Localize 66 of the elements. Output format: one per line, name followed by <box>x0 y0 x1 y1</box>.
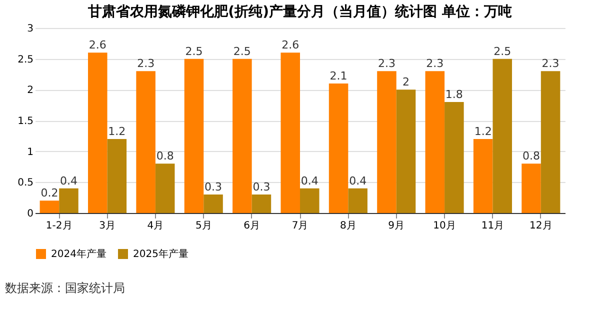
data-label: 0.8 <box>156 150 174 163</box>
data-label: 2.3 <box>137 57 155 70</box>
data-label: 2.3 <box>542 57 560 70</box>
bar <box>348 188 368 213</box>
bar <box>136 71 156 213</box>
data-label: 2.5 <box>233 44 251 58</box>
data-label: 2.5 <box>494 44 512 58</box>
x-tick-label: 1-2月 <box>46 220 72 232</box>
data-label: 2.6 <box>282 38 300 52</box>
data-label: 2.3 <box>378 57 396 70</box>
bar <box>377 71 396 213</box>
x-tick-label: 6月 <box>244 220 260 232</box>
bar <box>522 164 541 213</box>
x-tick-label: 3月 <box>99 220 116 232</box>
x-tick-label: 4月 <box>147 220 164 232</box>
bar <box>300 188 320 213</box>
bar <box>444 102 464 213</box>
y-tick-label: 3 <box>27 24 34 34</box>
x-tick-label: 5月 <box>195 220 212 232</box>
y-tick-label: 2.5 <box>18 54 34 66</box>
y-tick-label: 0 <box>27 208 34 220</box>
data-label: 1.2 <box>108 125 126 138</box>
bar <box>184 58 204 213</box>
x-tick-label: 10月 <box>433 220 456 232</box>
data-label: 0.8 <box>522 150 540 163</box>
bar <box>204 194 223 213</box>
bar <box>155 164 175 213</box>
bar <box>396 90 416 213</box>
data-label: 0.4 <box>300 174 318 188</box>
x-tick-label: 7月 <box>292 220 308 232</box>
bar <box>540 71 560 213</box>
bar <box>280 52 300 213</box>
bar <box>328 84 348 213</box>
x-tick-label: 12月 <box>530 220 552 232</box>
bar <box>425 71 445 213</box>
bar <box>252 194 272 213</box>
data-label: 1.2 <box>474 125 492 138</box>
y-tick-label: 2 <box>27 85 34 96</box>
y-tick-label: 1.5 <box>18 116 34 127</box>
data-label: 0.3 <box>252 180 270 194</box>
bar <box>473 139 493 213</box>
y-tick-label: 0.5 <box>18 178 34 189</box>
chart-title: 甘肃省农用氮磷钾化肥(折纯)产量分月（当月值）统计图 单位：万吨 <box>87 3 512 20</box>
source-note: 数据来源：国家统计局 <box>5 281 125 295</box>
data-label: 2.3 <box>426 57 444 70</box>
x-tick-label: 11月 <box>481 220 504 232</box>
data-label: 2.6 <box>88 38 106 52</box>
data-label: 0.4 <box>60 174 78 188</box>
x-tick-label: 8月 <box>340 220 356 232</box>
data-label: 0.2 <box>40 186 58 200</box>
data-label: 2 <box>402 76 410 89</box>
data-label: 0.4 <box>349 174 367 188</box>
data-label: 2.1 <box>330 70 348 82</box>
bar <box>107 139 127 213</box>
bar <box>59 188 78 213</box>
y-tick-label: 1 <box>27 146 34 158</box>
x-tick-label: 9月 <box>388 220 405 232</box>
legend-label: 2024年产量 <box>51 248 106 260</box>
bar <box>88 52 108 213</box>
data-label: 2.5 <box>185 44 203 58</box>
data-label: 0.3 <box>204 180 222 194</box>
bar <box>492 58 512 213</box>
legend-label: 2025年产量 <box>133 248 188 260</box>
data-label: 1.8 <box>445 88 463 101</box>
bar <box>232 58 252 213</box>
bar <box>40 200 60 213</box>
